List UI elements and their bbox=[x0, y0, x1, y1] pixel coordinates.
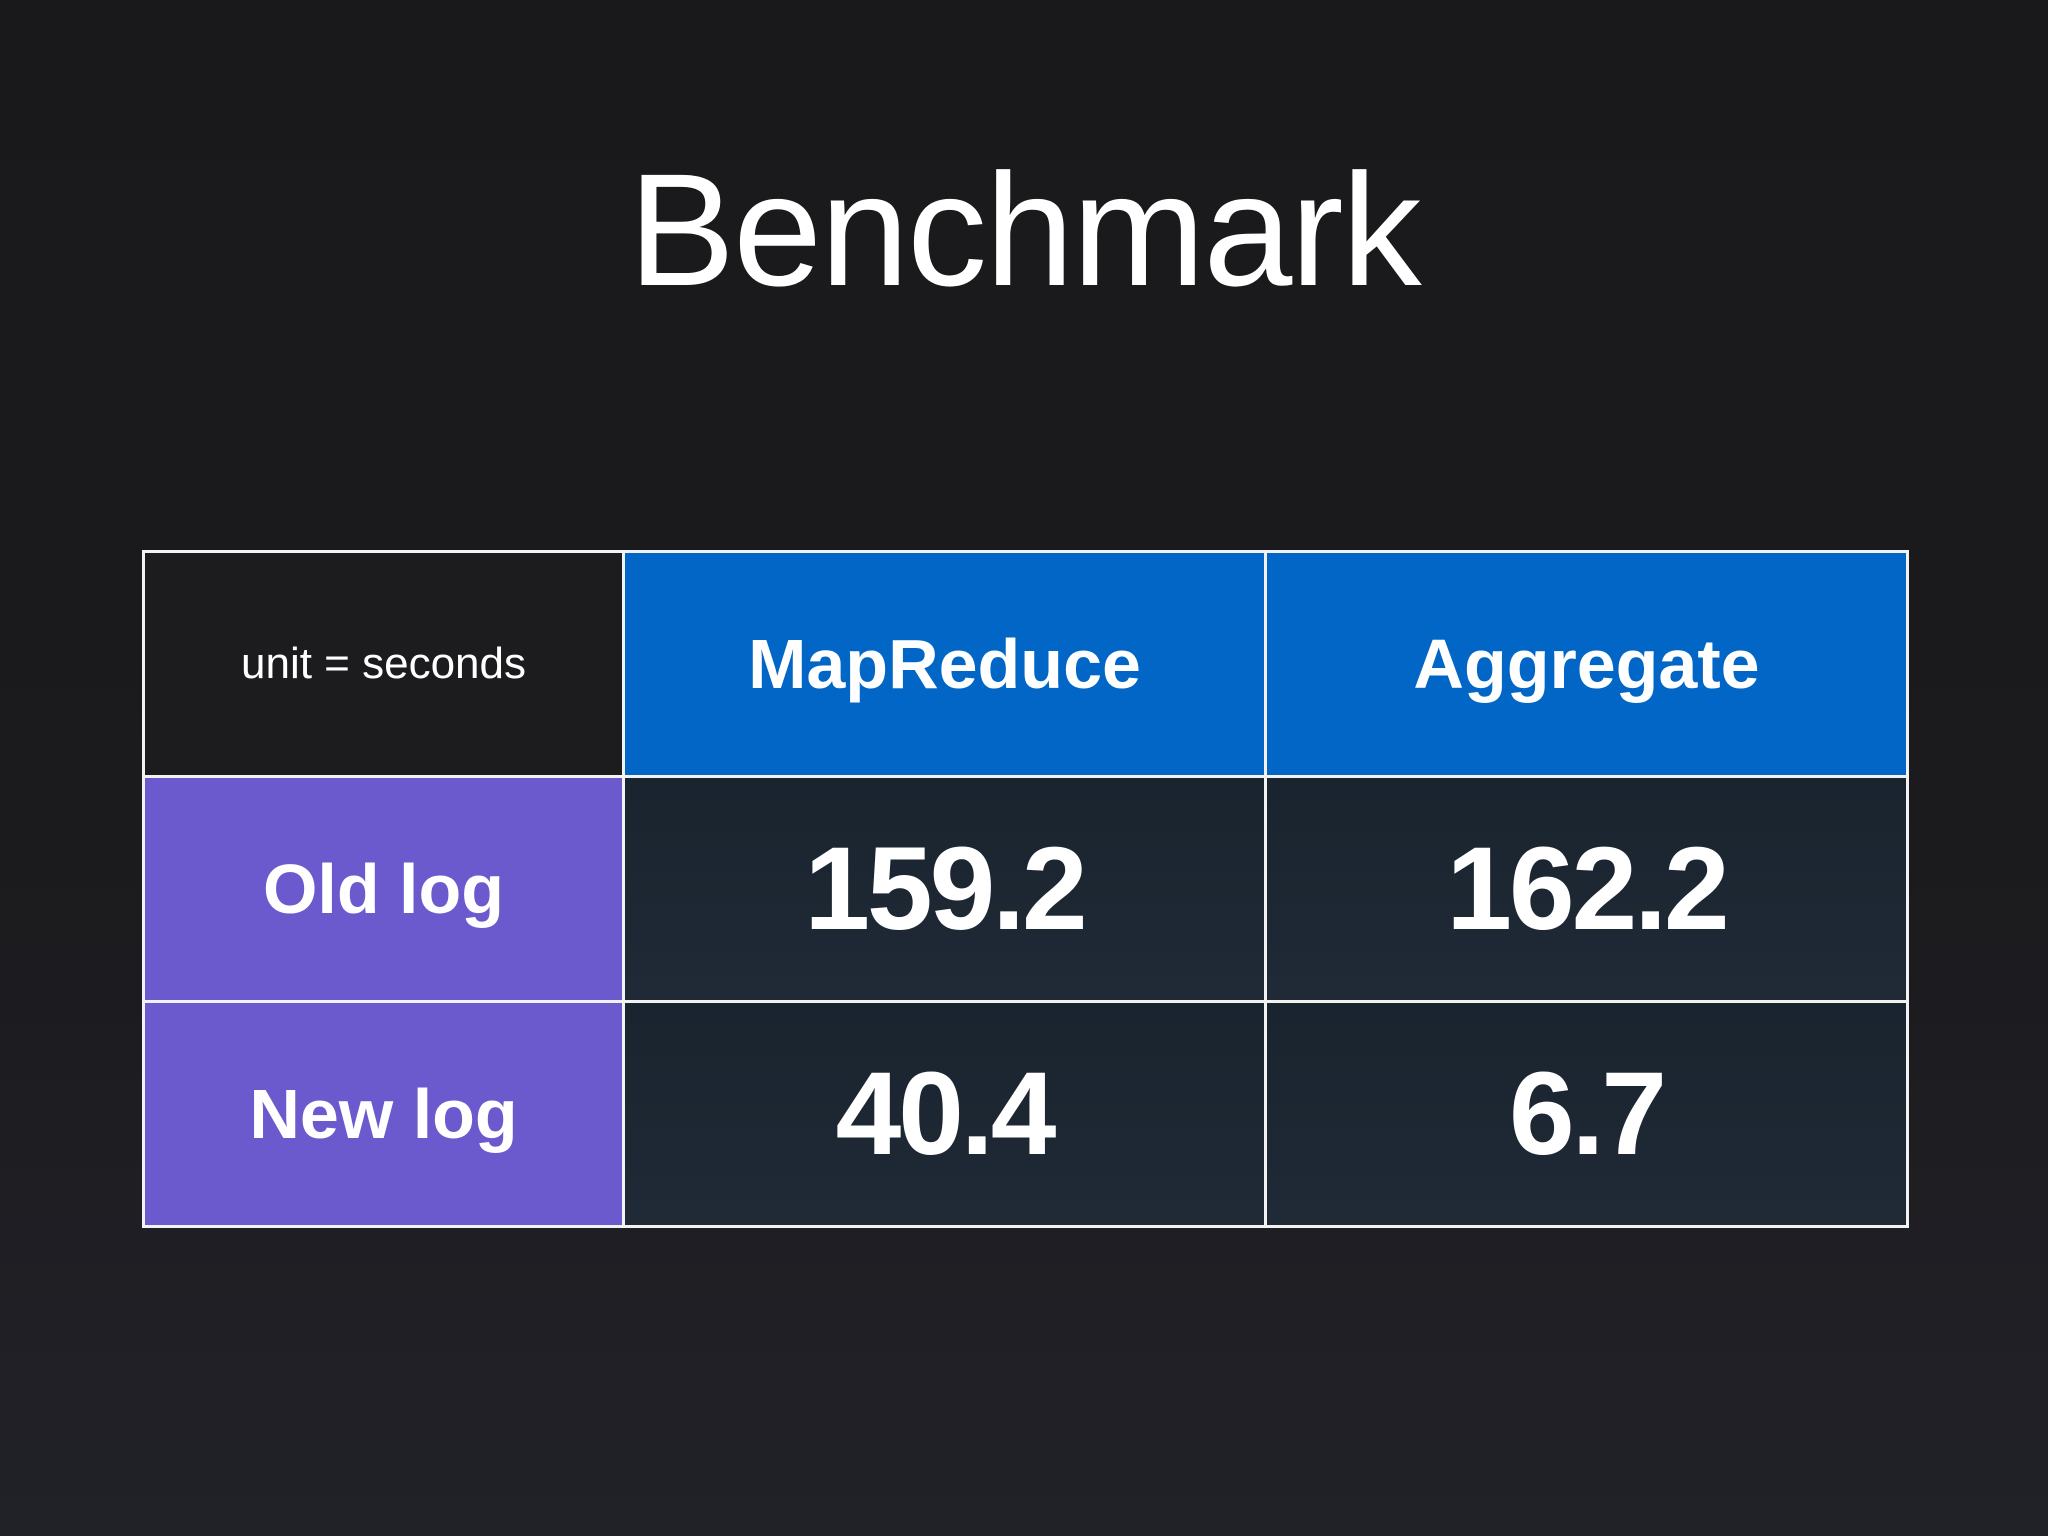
column-header-mapreduce: MapReduce bbox=[622, 550, 1267, 778]
value-cell-new-log-mapreduce: 40.4 bbox=[622, 1000, 1267, 1228]
row-header-new-log: New log bbox=[142, 1000, 625, 1228]
value-cell-old-log-aggregate: 162.2 bbox=[1264, 775, 1909, 1003]
value-cell-new-log-aggregate: 6.7 bbox=[1264, 1000, 1909, 1228]
table-header-row: unit = seconds MapReduce Aggregate bbox=[142, 550, 1909, 778]
slide-title: Benchmark bbox=[628, 140, 1421, 319]
row-header-old-log: Old log bbox=[142, 775, 625, 1003]
table-row: Old log 159.2 162.2 bbox=[142, 775, 1909, 1003]
unit-label: unit = seconds bbox=[142, 550, 625, 778]
benchmark-table: unit = seconds MapReduce Aggregate Old log 1… bbox=[142, 550, 1909, 1228]
column-header-aggregate: Aggregate bbox=[1264, 550, 1909, 778]
benchmark-table-container: unit = seconds MapReduce Aggregate Old log 1… bbox=[142, 550, 1909, 1228]
value-cell-old-log-mapreduce: 159.2 bbox=[622, 775, 1267, 1003]
table-row: New log 40.4 6.7 bbox=[142, 1000, 1909, 1228]
